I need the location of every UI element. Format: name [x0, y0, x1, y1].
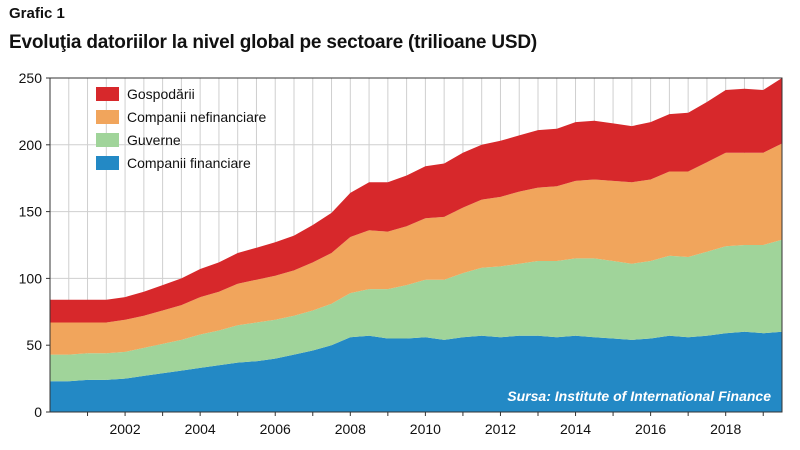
x-tick-label: 2010	[410, 421, 441, 437]
y-tick-label: 50	[26, 337, 42, 353]
legend-label: Gospodării	[127, 86, 195, 102]
legend-label: Companii nefinanciare	[127, 109, 267, 125]
source-note: Sursa: Institute of International Financ…	[507, 388, 771, 404]
y-tick-label: 250	[19, 70, 43, 86]
x-tick-label: 2018	[710, 421, 741, 437]
x-tick-label: 2012	[485, 421, 516, 437]
x-tick-label: 2014	[560, 421, 591, 437]
x-tick-label: 2016	[635, 421, 666, 437]
y-tick-label: 100	[19, 270, 43, 286]
chart-title: Evoluţia datoriilor la nivel global pe s…	[9, 32, 537, 53]
y-tick-label: 0	[34, 404, 42, 420]
area-guverne	[50, 239, 782, 382]
y-tick-label: 150	[19, 204, 43, 220]
legend-swatch	[96, 87, 119, 101]
x-tick-label: 2008	[335, 421, 366, 437]
legend-swatch	[96, 156, 119, 170]
axes: 0 50 100 150 200 250 2002 2004 2006 2008 2010 2012 2…	[19, 70, 783, 437]
x-tick-label: 2002	[109, 421, 140, 437]
x-tick-label: 2004	[185, 421, 216, 437]
plot-border	[49, 77, 783, 413]
legend-swatch	[96, 110, 119, 124]
figure-label: Grafic 1	[9, 5, 65, 22]
x-tick-label: 2006	[260, 421, 291, 437]
stacked-areas	[50, 78, 782, 412]
y-tick-label: 200	[19, 137, 43, 153]
legend: Gospodării Companii nefinanciare Guverne Co…	[96, 86, 267, 171]
legend-swatch	[96, 133, 119, 147]
legend-label: Companii financiare	[127, 155, 251, 171]
area-companii-nefinanciare	[50, 143, 782, 355]
area-companii-financiare	[50, 331, 782, 412]
legend-label: Guverne	[127, 132, 181, 148]
area-gospodarii	[50, 78, 782, 323]
